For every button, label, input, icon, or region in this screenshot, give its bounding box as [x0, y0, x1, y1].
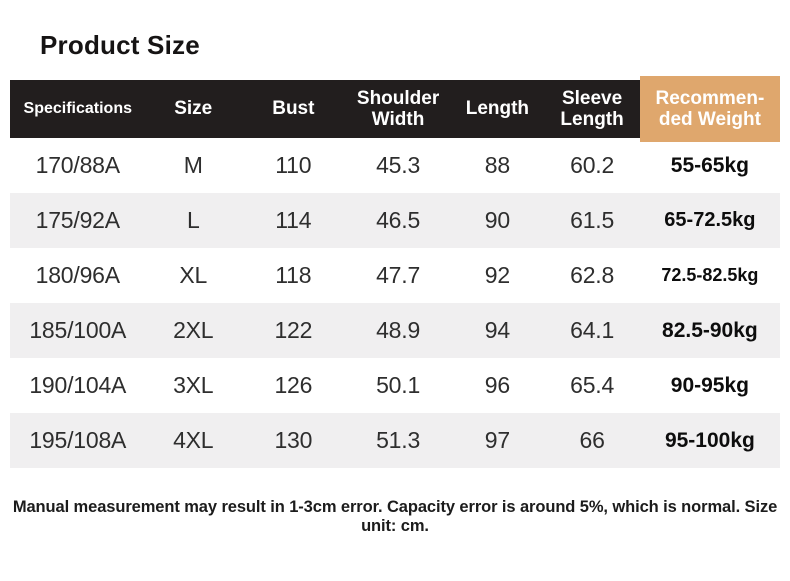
cell-specifications: 175/92A: [35, 207, 120, 233]
cell-sleeve-length: 66: [579, 427, 605, 453]
cell-length: 96: [484, 372, 510, 398]
cell-sleeve-length: 60.2: [570, 152, 615, 178]
cell-sleeve-length: 64.1: [570, 317, 615, 343]
page-title: Product Size: [40, 30, 200, 60]
cell-recommended-weight: 95-100kg: [664, 428, 755, 452]
table-row: 170/88A M 110 45.3 88 60.2 55-65kg: [10, 138, 780, 193]
cell-bust: 130: [274, 427, 313, 453]
cell-specifications: 180/96A: [35, 262, 120, 288]
cell-shoulder-width: 46.5: [376, 207, 421, 233]
table-row: 195/108A 4XL 130 51.3 97 66 95-100kg: [10, 413, 780, 468]
cell-recommended-weight: 82.5-90kg: [662, 318, 758, 342]
column-header-size: Size: [146, 80, 241, 138]
cell-shoulder-width: 51.3: [376, 427, 421, 453]
table-row: 185/100A 2XL 122 48.9 94 64.1 82.5-90kg: [10, 303, 780, 358]
table-row: 180/96A XL 118 47.7 92 62.8 72.5-82.5kg: [10, 248, 780, 303]
cell-sleeve-length: 65.4: [570, 372, 615, 398]
header-label: Width: [371, 109, 425, 130]
column-header-bust: Bust: [241, 80, 346, 138]
cell-shoulder-width: 50.1: [376, 372, 421, 398]
table-row: 190/104A 3XL 126 50.1 96 65.4 90-95kg: [10, 358, 780, 413]
header-label: Shoulder: [356, 87, 440, 109]
header-label: Recommen-: [655, 87, 765, 109]
cell-size: 2XL: [173, 317, 214, 343]
header-label: Specifications: [23, 100, 132, 118]
header-label: ded Weight: [658, 109, 761, 130]
cell-size: L: [186, 207, 200, 233]
cell-bust: 110: [275, 152, 312, 178]
column-header-length: Length: [450, 80, 544, 138]
column-header-shoulder-width: Shoulder Width: [346, 80, 451, 138]
cell-size: M: [183, 152, 203, 178]
cell-size: 4XL: [173, 427, 214, 453]
size-table: Specifications Size Bust Shoulder Width …: [10, 76, 781, 468]
cell-sleeve-length: 62.8: [570, 262, 615, 288]
cell-length: 92: [484, 262, 510, 288]
table-body: 170/88A M 110 45.3 88 60.2 55-65kg 175/9…: [10, 138, 780, 468]
cell-length: 94: [484, 317, 510, 343]
cell-shoulder-width: 47.7: [376, 262, 421, 288]
cell-shoulder-width: 45.3: [376, 152, 421, 178]
cell-recommended-weight: 55-65kg: [670, 153, 749, 177]
column-header-specifications: Specifications: [10, 80, 146, 138]
measurement-note: Manual measurement may result in 1-3cm e…: [12, 498, 778, 535]
header-label: Length: [465, 98, 530, 120]
table-header-row: Specifications Size Bust Shoulder Width …: [10, 76, 781, 142]
cell-recommended-weight: 65-72.5kg: [664, 209, 756, 231]
header-label: Sleeve: [561, 87, 623, 109]
cell-size: XL: [179, 262, 208, 288]
cell-bust: 114: [275, 207, 312, 233]
cell-shoulder-width: 48.9: [376, 317, 421, 343]
cell-sleeve-length: 61.5: [570, 207, 615, 233]
cell-length: 88: [484, 152, 510, 178]
table-row: 175/92A L 114 46.5 90 61.5 65-72.5kg: [10, 193, 780, 248]
header-label: Bust: [272, 98, 315, 120]
cell-bust: 118: [275, 262, 312, 288]
cell-specifications: 195/108A: [29, 427, 127, 453]
cell-length: 97: [484, 427, 510, 453]
column-header-recommended-weight: Recommen- ded Weight: [639, 76, 781, 142]
cell-length: 90: [484, 207, 510, 233]
cell-bust: 126: [274, 372, 313, 398]
cell-specifications: 170/88A: [35, 152, 120, 178]
header-label: Size: [174, 98, 213, 120]
cell-bust: 122: [274, 317, 313, 343]
header-label: Length: [560, 109, 624, 130]
cell-recommended-weight: 72.5-82.5kg: [661, 265, 759, 285]
cell-specifications: 185/100A: [29, 317, 127, 343]
cell-specifications: 190/104A: [29, 372, 127, 398]
cell-recommended-weight: 90-95kg: [670, 373, 749, 397]
column-header-sleeve-length: Sleeve Length: [544, 80, 639, 138]
cell-size: 3XL: [173, 372, 214, 398]
